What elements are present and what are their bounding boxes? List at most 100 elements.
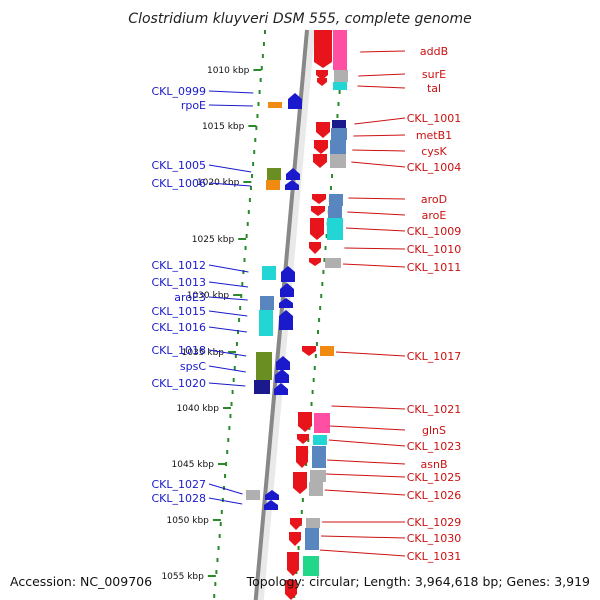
- reverse-gene-arrow: [285, 180, 299, 190]
- right-leader-line: [321, 535, 406, 539]
- right-leader-line: [329, 425, 406, 431]
- cog-box-navy: [332, 120, 346, 130]
- left-gene-label: CKL_1027: [151, 478, 206, 491]
- kbp-scale: 1010 kbp 1015 kbp 1020 kbp 1025 kbp 1030 kbp…: [161, 66, 262, 582]
- right-gene-label: CKL_1011: [407, 261, 462, 274]
- forward-gene-arrow: [296, 446, 308, 468]
- left-gene-label: aroE3: [174, 291, 206, 304]
- right-guide-dot: [310, 402, 313, 406]
- cog-box-gray: [306, 518, 320, 528]
- forward-gene-arrow: [317, 78, 327, 86]
- right-gene-label: addB: [420, 45, 448, 58]
- left-guide-dot: [249, 186, 252, 190]
- right-guide-dot: [324, 246, 327, 250]
- left-gene-label: rpoE: [181, 99, 206, 112]
- right-gene-label: CKL_1001: [407, 112, 462, 125]
- right-guide-dot: [318, 318, 321, 322]
- left-guide-dot: [225, 462, 228, 466]
- kbp-label: 1025 kbp: [192, 235, 235, 245]
- right-guide-dot: [336, 114, 339, 118]
- right-guide-dot: [307, 438, 310, 442]
- right-leader-line: [360, 50, 406, 53]
- reverse-gene-arrow: [265, 490, 279, 500]
- cog-box-gray: [310, 470, 326, 482]
- right-leader-line: [345, 227, 406, 232]
- left-guide-dot: [262, 42, 265, 46]
- right-guide-dot: [301, 498, 304, 502]
- kbp-label: 1020 kbp: [197, 178, 240, 188]
- left-leader-line: [208, 310, 248, 317]
- map-title: Clostridium kluyveri DSM 555, complete g…: [128, 11, 471, 27]
- left-guide-dot: [220, 510, 223, 514]
- left-guide-dot: [252, 162, 255, 166]
- left-guide-dot: [248, 198, 251, 202]
- left-guide-dot: [227, 438, 230, 442]
- right-guide-dot: [315, 342, 318, 346]
- left-gene-label: CKL_1016: [151, 321, 206, 334]
- right-guide-dot: [322, 270, 325, 274]
- right-gene-label: aroE: [422, 209, 447, 222]
- right-guide-dot: [305, 462, 308, 466]
- cog-box-navy: [254, 380, 270, 394]
- reverse-gene-arrow: [288, 101, 302, 109]
- kbp-label: 1035 kbp: [182, 348, 225, 358]
- left-guide-dot: [257, 102, 260, 106]
- right-guide-dot: [331, 174, 334, 178]
- right-gene-label: tal: [427, 82, 441, 95]
- left-leader-line: [208, 497, 243, 505]
- cog-box-gray: [334, 70, 348, 82]
- kbp-label: 1040 kbp: [177, 404, 220, 414]
- cog-box-gray: [325, 258, 341, 268]
- left-leader-line: [208, 182, 251, 187]
- right-guide-dot: [314, 354, 317, 358]
- right-leader-line: [335, 351, 406, 357]
- left-guide-dot: [228, 426, 231, 430]
- left-guide-dot: [234, 354, 237, 358]
- cog-box-cyan: [262, 266, 276, 280]
- left-guide-dot: [217, 546, 220, 550]
- forward-gene-arrow: [285, 580, 297, 600]
- cog-box-steel: [330, 140, 346, 154]
- left-gene-label: CKL_1013: [151, 276, 206, 289]
- left-guide-dot: [259, 78, 262, 82]
- right-gene-label: CKL_1017: [407, 350, 462, 363]
- cog-box-steel: [331, 128, 347, 140]
- cog-box-green: [303, 556, 319, 576]
- left-leader-line: [208, 349, 247, 357]
- right-guide-dot: [320, 294, 323, 298]
- right-leader-line: [319, 549, 406, 557]
- right-leader-line: [354, 117, 406, 125]
- left-gene-label: CKL_1005: [151, 159, 206, 172]
- reverse-gene-arrow: [279, 298, 293, 308]
- right-guide-dot: [313, 366, 316, 370]
- left-guide-dot: [229, 414, 232, 418]
- reverse-gene-arrow: [288, 93, 302, 105]
- kbp-label: 1045 kbp: [172, 460, 215, 470]
- left-guide-dot: [231, 390, 234, 394]
- right-leader-line: [326, 473, 406, 478]
- right-guide-dot: [321, 282, 324, 286]
- forward-gene-arrow: [290, 518, 302, 530]
- left-guide-dot: [251, 174, 254, 178]
- right-guide-dot: [311, 390, 314, 394]
- left-gene-label: CKL_1015: [151, 305, 206, 318]
- cog-box-pink: [314, 413, 330, 433]
- cog-box-orange: [268, 102, 282, 108]
- right-leader-line: [328, 439, 406, 447]
- left-guide-dot: [253, 150, 256, 154]
- left-gene-label: CKL_1020: [151, 377, 206, 390]
- right-leader-line: [357, 85, 406, 89]
- left-leader-line: [208, 164, 252, 173]
- right-leader-line: [352, 149, 406, 152]
- left-guide-dot: [218, 534, 221, 538]
- cog-box-pink: [333, 30, 347, 70]
- right-guide-dot: [325, 234, 328, 238]
- left-guide-dot: [243, 258, 246, 262]
- left-guide-dot: [226, 450, 229, 454]
- right-gene-label: metB1: [416, 129, 452, 142]
- left-guide-dot: [216, 558, 219, 562]
- left-guide-dot: [238, 318, 241, 322]
- reverse-gene-arrow: [275, 369, 289, 383]
- right-leader-line: [348, 197, 406, 200]
- cog-boxes: [246, 30, 348, 576]
